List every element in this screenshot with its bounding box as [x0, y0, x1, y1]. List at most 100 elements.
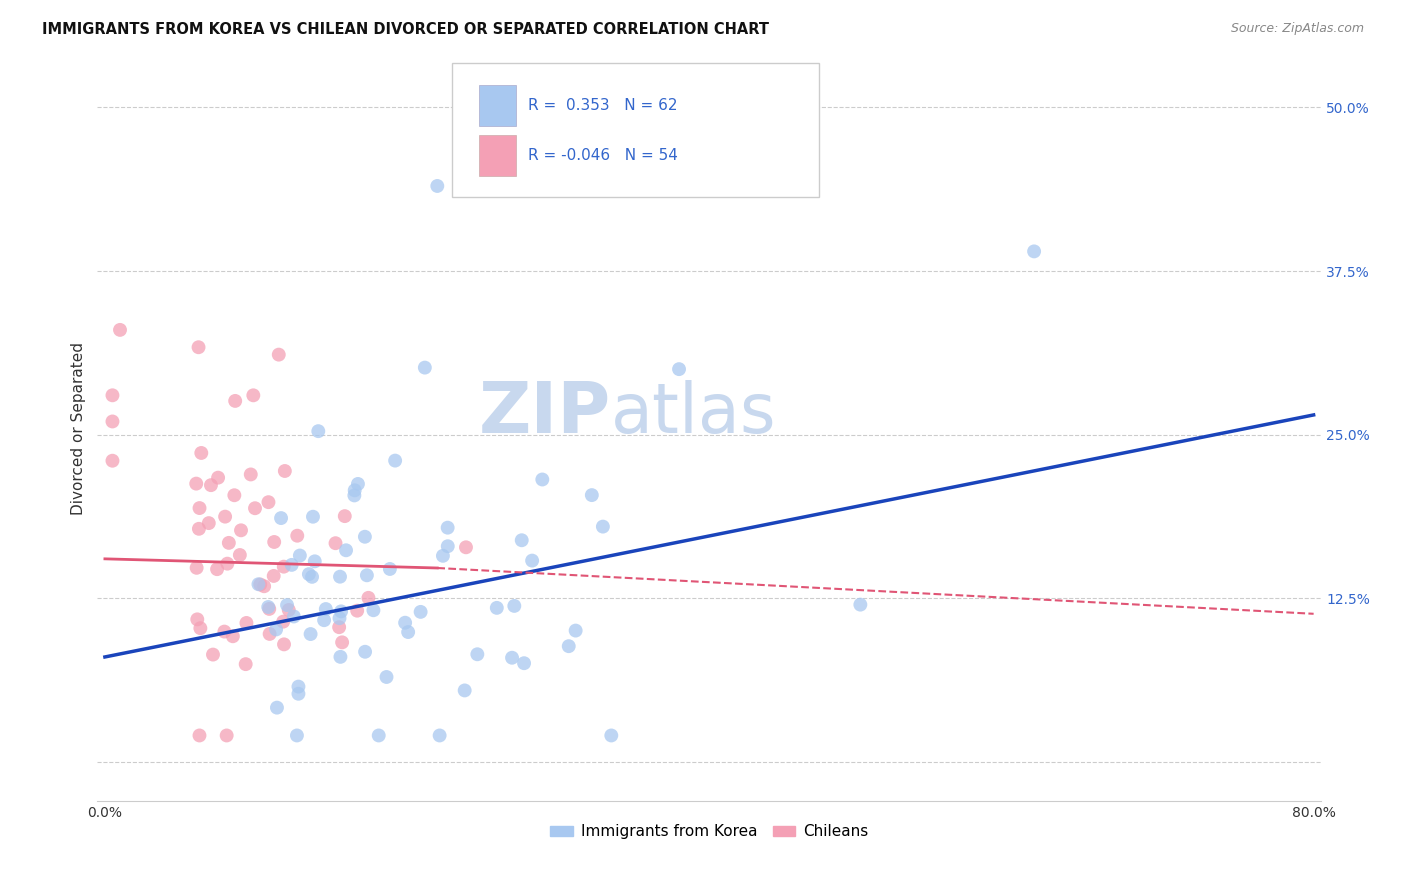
Point — [201, 648, 224, 662]
Point — [287, 687, 309, 701]
Point — [503, 599, 526, 613]
Point — [259, 627, 281, 641]
Point — [849, 598, 872, 612]
Point — [356, 568, 378, 582]
Point — [301, 570, 323, 584]
Point — [235, 657, 257, 672]
Point — [229, 548, 252, 562]
Point — [325, 536, 347, 550]
Point — [592, 519, 614, 533]
Point — [285, 529, 308, 543]
Point — [222, 629, 245, 643]
Point — [409, 605, 432, 619]
Point — [1022, 244, 1045, 259]
Point — [354, 530, 377, 544]
Point — [186, 561, 208, 575]
Point — [436, 521, 458, 535]
Point — [346, 604, 368, 618]
Y-axis label: Divorced or Separated: Divorced or Separated — [72, 342, 86, 515]
Point — [235, 615, 257, 630]
Point — [187, 340, 209, 354]
Point — [453, 683, 475, 698]
Point — [267, 348, 290, 362]
Point — [426, 178, 449, 193]
Point — [600, 729, 623, 743]
Point — [243, 501, 266, 516]
Point — [200, 478, 222, 492]
Point — [257, 602, 280, 616]
Point — [229, 524, 252, 538]
Point — [330, 635, 353, 649]
Point — [283, 609, 305, 624]
Point — [304, 554, 326, 568]
Point — [668, 362, 690, 376]
Legend: Immigrants from Korea, Chileans: Immigrants from Korea, Chileans — [544, 818, 875, 846]
Point — [224, 393, 246, 408]
Point — [307, 424, 329, 438]
FancyBboxPatch shape — [479, 135, 516, 176]
Point — [432, 549, 454, 563]
Point — [263, 569, 285, 583]
Point — [558, 639, 581, 653]
Point — [188, 729, 211, 743]
Point — [207, 470, 229, 484]
Point — [101, 414, 124, 428]
Point — [501, 650, 523, 665]
Point — [333, 509, 356, 524]
Point — [274, 464, 297, 478]
Point — [513, 657, 536, 671]
Point — [429, 729, 451, 743]
Point — [271, 615, 294, 629]
Point — [101, 388, 124, 402]
Point — [396, 625, 419, 640]
Point — [454, 541, 477, 555]
Point — [214, 509, 236, 524]
Point — [264, 623, 287, 637]
Text: Source: ZipAtlas.com: Source: ZipAtlas.com — [1230, 22, 1364, 36]
Point — [467, 647, 489, 661]
Text: R = -0.046   N = 54: R = -0.046 N = 54 — [529, 147, 678, 162]
Point — [276, 598, 298, 612]
Point — [270, 511, 292, 525]
Point — [101, 453, 124, 467]
Point — [285, 729, 308, 743]
Point — [357, 591, 380, 605]
Point — [188, 501, 211, 516]
Text: atlas: atlas — [612, 380, 778, 447]
Text: R =  0.353   N = 62: R = 0.353 N = 62 — [529, 97, 678, 112]
Point — [257, 599, 280, 614]
Point — [485, 600, 508, 615]
Point — [315, 602, 337, 616]
Text: ZIP: ZIP — [479, 378, 612, 448]
Point — [217, 557, 239, 571]
Point — [263, 535, 285, 549]
Point — [394, 615, 416, 630]
Point — [347, 477, 370, 491]
Point — [266, 700, 288, 714]
Point — [288, 549, 311, 563]
Point — [249, 577, 271, 591]
FancyBboxPatch shape — [479, 85, 516, 126]
Point — [197, 516, 219, 530]
Point — [581, 488, 603, 502]
Point — [280, 558, 302, 572]
Point — [330, 604, 353, 618]
Point — [375, 670, 398, 684]
Point — [302, 509, 325, 524]
Point — [329, 649, 352, 664]
Point — [343, 488, 366, 502]
Point — [328, 620, 350, 634]
Point — [363, 603, 385, 617]
Point — [273, 559, 295, 574]
Point — [287, 680, 309, 694]
Text: IMMIGRANTS FROM KOREA VS CHILEAN DIVORCED OR SEPARATED CORRELATION CHART: IMMIGRANTS FROM KOREA VS CHILEAN DIVORCE… — [42, 22, 769, 37]
Point — [378, 562, 401, 576]
Point — [224, 488, 246, 502]
Point — [214, 624, 236, 639]
Point — [413, 360, 436, 375]
Point — [328, 611, 350, 625]
Point — [335, 543, 357, 558]
Point — [253, 579, 276, 593]
Point — [329, 570, 352, 584]
Point — [273, 637, 295, 651]
